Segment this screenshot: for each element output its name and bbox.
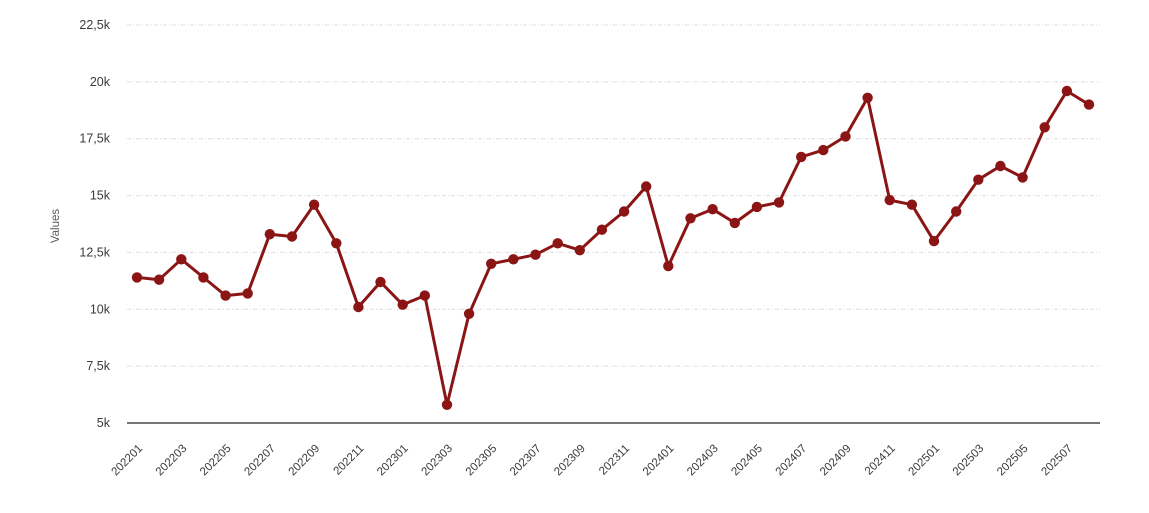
data-point[interactable]	[862, 92, 873, 104]
x-tick-label: 202307	[508, 443, 544, 479]
x-tick-label: 202303	[419, 443, 455, 479]
data-point[interactable]	[153, 274, 165, 285]
data-point[interactable]	[220, 290, 231, 301]
data-point[interactable]	[353, 301, 364, 313]
data-point[interactable]	[397, 299, 408, 310]
data-point[interactable]	[1061, 85, 1073, 97]
data-point[interactable]	[176, 254, 187, 265]
data-point[interactable]	[596, 224, 608, 235]
y-tick-label: 10k	[90, 302, 111, 316]
data-point[interactable]	[198, 272, 209, 283]
x-tick-label: 202201	[110, 443, 146, 479]
x-tick-label: 202311	[597, 443, 632, 478]
data-point[interactable]	[530, 249, 541, 260]
series-line	[135, 89, 1091, 407]
data-point[interactable]	[242, 288, 253, 299]
data-point[interactable]	[707, 204, 718, 215]
y-axis-title-text: Values	[50, 208, 62, 244]
data-point[interactable]	[1017, 172, 1028, 183]
x-tick-label: 202211	[331, 443, 366, 478]
data-point[interactable]	[773, 197, 785, 208]
data-point[interactable]	[973, 174, 984, 185]
data-point[interactable]	[419, 290, 430, 301]
x-tick-label: 202507	[1039, 443, 1075, 479]
data-point[interactable]	[286, 231, 298, 242]
x-tick-label: 202501	[907, 443, 943, 479]
y-tick-label: 12,5k	[79, 245, 110, 259]
data-point[interactable]	[663, 260, 674, 272]
x-tick-label: 202305	[464, 443, 500, 479]
y-tick-label: 5k	[97, 416, 111, 430]
x-tick-label: 202411	[863, 443, 898, 478]
data-point[interactable]	[906, 199, 918, 210]
x-tick-label: 202405	[729, 443, 765, 479]
data-point[interactable]	[951, 206, 962, 217]
y-tick-label: 7,5k	[86, 359, 110, 373]
data-point[interactable]	[1083, 99, 1095, 110]
x-tick-label: 202401	[641, 443, 677, 479]
data-point[interactable]	[486, 258, 497, 269]
data-point[interactable]	[331, 238, 342, 249]
data-point[interactable]	[131, 272, 143, 283]
x-tick-label: 202505	[995, 443, 1031, 479]
data-point[interactable]	[641, 181, 652, 192]
y-tick-label: 15k	[90, 189, 111, 203]
x-tick-label: 202205	[198, 443, 234, 479]
data-point[interactable]	[796, 151, 807, 163]
data-point[interactable]	[1039, 122, 1050, 133]
data-point[interactable]	[264, 229, 275, 240]
data-point[interactable]	[751, 201, 763, 213]
y-tick-label: 20k	[90, 75, 111, 89]
x-tick-label: 202207	[242, 443, 278, 479]
data-point[interactable]	[552, 238, 563, 249]
data-point[interactable]	[308, 199, 320, 210]
x-tick-label: 202203	[154, 443, 190, 479]
data-point[interactable]	[441, 399, 453, 410]
data-point[interactable]	[618, 206, 630, 217]
x-tick-label: 202409	[818, 443, 854, 479]
x-tick-label: 202407	[774, 443, 810, 479]
x-tick-label: 202309	[552, 443, 588, 479]
x-tick-label: 202503	[951, 443, 987, 479]
x-tick-label: 202209	[287, 443, 323, 479]
data-point[interactable]	[463, 308, 475, 319]
data-point[interactable]	[685, 213, 696, 224]
x-tick-label: 202403	[685, 443, 721, 479]
y-tick-label: 17,5k	[79, 132, 110, 146]
data-point[interactable]	[840, 131, 851, 142]
data-point[interactable]	[884, 194, 895, 206]
data-point[interactable]	[995, 160, 1006, 172]
data-point[interactable]	[928, 235, 940, 247]
data-point[interactable]	[508, 254, 519, 265]
y-tick-label: 22,5k	[79, 18, 110, 32]
x-tick-label: 202301	[375, 443, 411, 479]
data-point[interactable]	[818, 144, 829, 156]
data-point[interactable]	[375, 276, 386, 288]
data-point[interactable]	[729, 217, 740, 229]
data-point[interactable]	[574, 245, 585, 256]
